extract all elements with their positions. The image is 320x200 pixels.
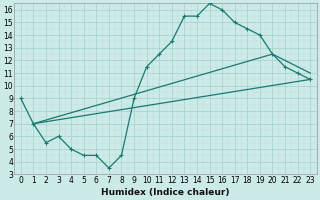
X-axis label: Humidex (Indice chaleur): Humidex (Indice chaleur) [101,188,230,197]
